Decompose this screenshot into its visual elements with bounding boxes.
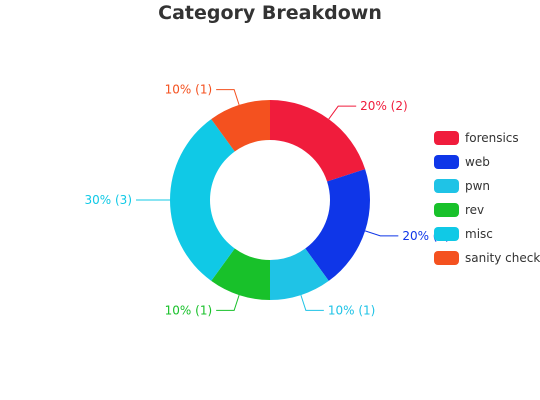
slice-label-misc: 30% (3) bbox=[85, 193, 132, 207]
legend-label-pwn: pwn bbox=[465, 179, 490, 193]
legend-swatch-forensics bbox=[434, 131, 459, 145]
legend-swatch-pwn bbox=[434, 179, 459, 193]
legend-swatch-misc bbox=[434, 227, 459, 241]
slice-label-pwn: 10% (1) bbox=[328, 303, 375, 317]
legend-item-web[interactable]: web bbox=[434, 155, 490, 169]
legend-item-forensics[interactable]: forensics bbox=[434, 131, 519, 145]
leader-line-pwn bbox=[300, 294, 324, 311]
chart-title: Category Breakdown bbox=[158, 2, 382, 24]
legend-swatch-web bbox=[434, 155, 459, 169]
slice-sanity-check[interactable] bbox=[211, 100, 270, 152]
legend-item-pwn[interactable]: pwn bbox=[434, 179, 490, 193]
legend-item-rev[interactable]: rev bbox=[434, 203, 484, 217]
leader-line-forensics bbox=[328, 105, 357, 120]
slice-forensics[interactable] bbox=[270, 100, 366, 182]
slice-label-forensics: 20% (2) bbox=[360, 99, 407, 113]
slice-pwn[interactable] bbox=[270, 248, 329, 300]
leader-line-web bbox=[364, 230, 399, 237]
legend-swatch-rev bbox=[434, 203, 459, 217]
legend-item-misc[interactable]: misc bbox=[434, 227, 493, 241]
chart-legend: forensics web pwn rev misc sanity check bbox=[434, 131, 540, 265]
legend-swatch-sanity-check bbox=[434, 251, 459, 265]
legend-label-sanity-check: sanity check bbox=[465, 251, 540, 265]
chart-leader-lines bbox=[136, 89, 399, 311]
chart-slices bbox=[170, 100, 370, 300]
legend-label-forensics: forensics bbox=[465, 131, 519, 145]
slice-rev[interactable] bbox=[211, 248, 270, 300]
legend-label-web: web bbox=[465, 155, 490, 169]
legend-label-rev: rev bbox=[465, 203, 484, 217]
slice-label-sanity-check: 10% (1) bbox=[165, 83, 212, 97]
slice-label-rev: 10% (1) bbox=[165, 303, 212, 317]
slice-web[interactable] bbox=[305, 169, 370, 281]
legend-item-sanity-check[interactable]: sanity check bbox=[434, 251, 540, 265]
chart-slice-labels: 20% (2)20% (2)10% (1)10% (1)30% (3)10% (… bbox=[85, 83, 450, 318]
leader-line-sanity-check bbox=[216, 89, 240, 106]
leader-line-rev bbox=[216, 294, 240, 311]
slice-misc[interactable] bbox=[170, 119, 235, 281]
legend-label-misc: misc bbox=[465, 227, 493, 241]
